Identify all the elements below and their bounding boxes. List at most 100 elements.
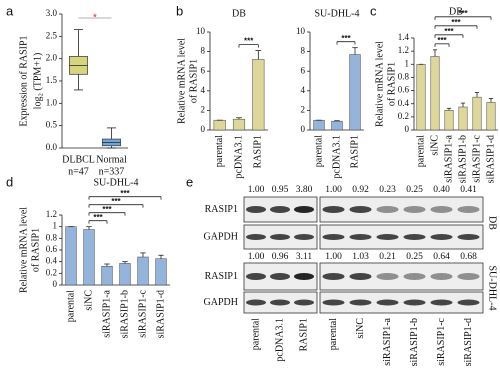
band — [349, 299, 372, 306]
band — [294, 273, 314, 280]
bar — [313, 119, 325, 131]
bar — [416, 64, 426, 131]
x-tick-label: siRASIP1-a — [101, 289, 112, 337]
band — [403, 299, 426, 306]
band — [403, 206, 426, 213]
bar — [458, 106, 468, 131]
x-tick-label: siRASIP1-b — [119, 290, 130, 338]
x-tick-label: parental — [214, 135, 225, 167]
band — [270, 273, 290, 280]
y-tick-label: 6 — [301, 65, 306, 75]
y-tick-label: 0.0 — [46, 142, 58, 152]
band — [457, 273, 480, 280]
row-label: RASIP1 — [205, 204, 238, 215]
band-value: 1.00 — [248, 185, 265, 195]
y-tick-label: 0.8 — [46, 232, 58, 242]
chart-title: SU-DHL-4 — [315, 8, 360, 19]
bar — [119, 263, 131, 286]
y-tick-label: 1.4 — [398, 32, 410, 42]
x-tick-label: siRASIP1-c — [137, 289, 148, 337]
x-tick-label: siRASIP1-d — [485, 135, 496, 183]
significance: *** — [437, 36, 447, 45]
band-value: 1.00 — [325, 185, 342, 195]
x-tick-label: siRASIP1-b — [457, 135, 468, 183]
band — [322, 206, 345, 213]
band — [376, 273, 399, 280]
band — [270, 206, 290, 213]
band — [322, 234, 345, 240]
band — [246, 234, 266, 240]
y-tick-label: 0.2 — [46, 267, 57, 277]
y-tick-label: 4 — [201, 85, 206, 95]
y-tick-label: 0.6 — [46, 244, 58, 254]
panel-letter: a — [6, 3, 14, 18]
y-tick-label: 0.4 — [398, 98, 410, 108]
band-value: 0.25 — [406, 185, 423, 195]
band — [270, 234, 290, 240]
y-axis-label: of RASIP1 — [30, 228, 41, 272]
chart-title: DB — [449, 6, 463, 17]
y-tick-label: 0.8 — [398, 71, 410, 81]
significance: *** — [341, 34, 351, 43]
band-value: 0.23 — [379, 185, 396, 195]
band-value: 0.68 — [460, 252, 477, 262]
band — [430, 206, 453, 213]
x-tick-label: pcDNA3.1 — [331, 135, 342, 179]
y-axis-label: Relative mRNA level — [374, 41, 385, 127]
row-label: RASIP1 — [205, 271, 238, 282]
significance: *** — [458, 9, 468, 18]
band — [246, 273, 266, 280]
chart-title: DB — [232, 8, 246, 19]
y-tick-label: 0 — [53, 279, 58, 289]
group-label: DB — [487, 216, 498, 230]
x-tick-label: RASIP1 — [253, 135, 264, 168]
y-axis-label: Relative mRNA level — [18, 207, 29, 293]
y-tick-label: 1.2 — [398, 45, 409, 55]
band-value: 0.41 — [460, 185, 477, 195]
x-tick-label: siRASIP1-d — [155, 290, 166, 338]
lane-label: RASIP1 — [298, 318, 309, 351]
blot-frame — [319, 291, 484, 314]
y-tick-label: 2 — [201, 104, 206, 114]
y-tick-label: 6 — [201, 65, 206, 75]
y-tick-label: 1.2 — [46, 209, 57, 219]
band — [430, 234, 453, 240]
band — [294, 234, 314, 240]
band — [457, 299, 480, 306]
band — [376, 206, 399, 213]
lane-label: siNC — [355, 318, 366, 339]
band — [270, 299, 290, 306]
group-label: SU-DHL-4 — [487, 266, 498, 311]
y-axis-label: Relative mRNA level — [176, 38, 187, 124]
bar — [486, 102, 496, 131]
bar — [232, 118, 246, 131]
band — [349, 206, 372, 213]
bar — [83, 229, 95, 286]
panel-letter: c — [370, 3, 377, 18]
x-tick-label: parental — [415, 135, 426, 167]
bar — [101, 266, 113, 286]
bar — [155, 258, 167, 286]
band — [430, 273, 453, 280]
bar — [444, 110, 454, 131]
bar — [430, 56, 440, 131]
band — [294, 206, 314, 213]
x-tick-label: siRASIP1-a — [443, 134, 454, 182]
significance: *** — [93, 213, 103, 222]
band — [349, 234, 372, 240]
bar — [349, 54, 361, 131]
y-tick-label: 10 — [296, 26, 306, 36]
band — [403, 234, 426, 240]
y-tick-label: 1.5 — [46, 75, 58, 85]
bar — [252, 59, 265, 131]
panel-letter: e — [186, 174, 193, 189]
blot-frame — [319, 224, 484, 250]
n-label: n=337 — [99, 166, 125, 177]
y-tick-label: 8 — [301, 46, 306, 56]
row-label: GAPDH — [204, 297, 238, 308]
y-tick-label: 1.0 — [46, 97, 58, 107]
y-tick-label: 0 — [201, 124, 206, 134]
band-value: 1.00 — [248, 252, 265, 262]
lane-label: pcDNA3.1 — [274, 318, 285, 362]
band-value: 1.03 — [352, 252, 369, 262]
